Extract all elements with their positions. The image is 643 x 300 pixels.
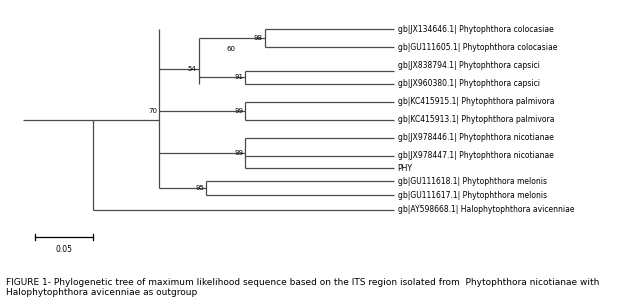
Text: gb|GU111618.1| Phytophthora melonis: gb|GU111618.1| Phytophthora melonis [397, 176, 547, 185]
Text: 0.05: 0.05 [55, 245, 72, 254]
Text: 60: 60 [226, 46, 235, 52]
Text: 95: 95 [195, 185, 204, 191]
Text: 99: 99 [235, 150, 244, 156]
Text: gb|KC415915.1| Phytophthora palmivora: gb|KC415915.1| Phytophthora palmivora [397, 97, 554, 106]
Text: FIGURE 1- Phylogenetic tree of maximum likelihood sequence based on the ITS regi: FIGURE 1- Phylogenetic tree of maximum l… [6, 278, 600, 297]
Text: 54: 54 [188, 66, 197, 72]
Text: gb|JX978446.1| Phytophthora nicotianae: gb|JX978446.1| Phytophthora nicotianae [397, 133, 554, 142]
Text: gb|JX960380.1| Phytophthora capsici: gb|JX960380.1| Phytophthora capsici [397, 79, 539, 88]
Text: gb|GU111617.1| Phytophthora melonis: gb|GU111617.1| Phytophthora melonis [397, 191, 547, 200]
Text: gb|GU111605.1| Phytophthora colocasiae: gb|GU111605.1| Phytophthora colocasiae [397, 43, 557, 52]
Text: gb|KC415913.1| Phytophthora palmivora: gb|KC415913.1| Phytophthora palmivora [397, 115, 554, 124]
Text: gb|JX134646.1| Phytophthora colocasiae: gb|JX134646.1| Phytophthora colocasiae [397, 25, 554, 34]
Text: 70: 70 [149, 108, 158, 114]
Text: 99: 99 [235, 108, 244, 114]
Text: PHY: PHY [397, 164, 413, 173]
Text: gb|AY598668.1| Halophytophthora avicenniae: gb|AY598668.1| Halophytophthora avicenni… [397, 206, 574, 214]
Text: 91: 91 [235, 74, 244, 80]
Text: gb|JX978447.1| Phytophthora nicotianae: gb|JX978447.1| Phytophthora nicotianae [397, 151, 554, 160]
Text: 98: 98 [254, 35, 263, 41]
Text: gb|JX838794.1| Phytophthora capsici: gb|JX838794.1| Phytophthora capsici [397, 61, 539, 70]
